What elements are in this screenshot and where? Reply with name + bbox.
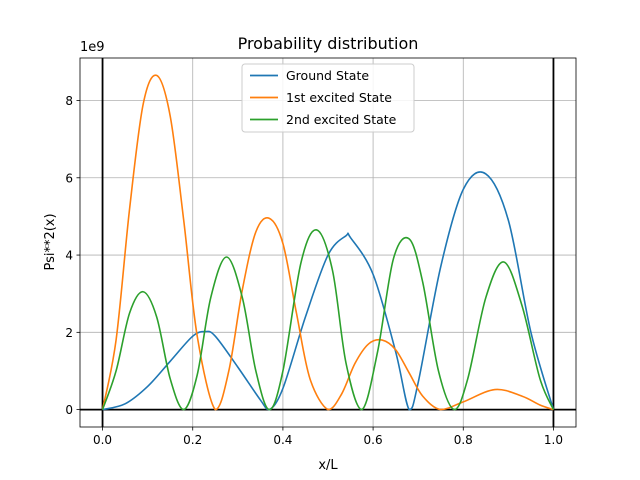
y-tick-label: 2: [65, 326, 73, 340]
legend-label: Ground State: [286, 68, 369, 83]
series-line-2: [101, 229, 555, 411]
x-tick-label: 0.4: [273, 433, 292, 447]
legend-label: 1st excited State: [286, 90, 392, 105]
y-tick-label: 4: [65, 249, 73, 263]
tick-layer: 0.0 0.2 0.4 0.6 0.8 1.0 0 2 4 6 8: [65, 94, 563, 447]
legend: Ground State 1st excited State 2nd excited…: [241, 63, 415, 133]
y-axis-label: Psi**2(x): [43, 213, 58, 270]
series-layer: [101, 74, 555, 411]
series-line-0: [102, 171, 555, 411]
legend-label: 2nd excited State: [286, 112, 397, 127]
chart-title: Probability distribution: [238, 34, 419, 53]
x-tick-label: 0.6: [364, 433, 383, 447]
series-line-1: [101, 74, 554, 411]
x-tick-label: 0.2: [183, 433, 202, 447]
x-axis-label: x/L: [318, 458, 338, 473]
x-tick-label: 0.0: [93, 433, 112, 447]
plot-area: [101, 74, 555, 411]
x-tick-label: 1.0: [544, 433, 563, 447]
x-tick-label: 0.8: [454, 433, 473, 447]
y-tick-label: 6: [65, 171, 73, 185]
axes-frame: [79, 57, 577, 428]
y-tick-label: 0: [65, 403, 73, 417]
legend-box: [241, 63, 415, 133]
y-offset-text: 1e9: [80, 40, 105, 55]
y-tick-label: 8: [65, 94, 73, 108]
